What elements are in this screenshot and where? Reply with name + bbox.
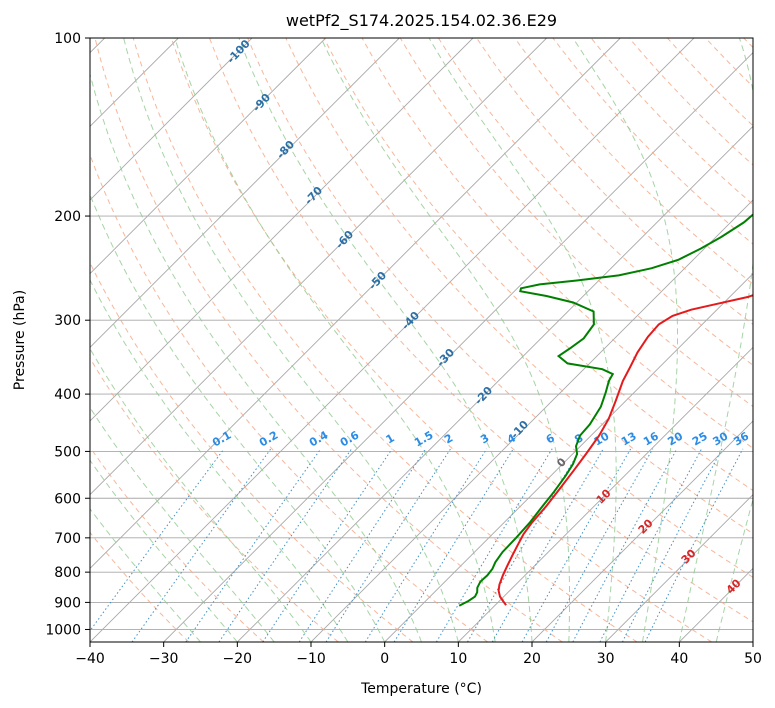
moist-adiabat-line bbox=[715, 497, 753, 642]
dry-adiabat-line bbox=[170, 38, 712, 642]
dry-adiabat-line bbox=[94, 38, 563, 642]
dry-adiabat-line bbox=[90, 446, 264, 642]
x-tick-label: −40 bbox=[75, 651, 105, 667]
x-tick-label: 20 bbox=[523, 651, 541, 667]
isotherm-grid bbox=[90, 38, 753, 642]
moist-adiabat-line bbox=[90, 278, 349, 642]
dry-adiabat-line bbox=[247, 38, 753, 578]
moist-adiabat-line bbox=[90, 507, 201, 642]
profile-lines bbox=[458, 213, 753, 607]
mixing-ratio-line bbox=[393, 448, 514, 642]
mixing-ratio-line bbox=[325, 448, 452, 642]
mixing-ratio-line bbox=[364, 448, 488, 642]
dry-adiabat-line bbox=[90, 261, 414, 642]
isotherm-line bbox=[90, 38, 474, 422]
isotherm-line bbox=[90, 38, 547, 496]
y-tick-label: 500 bbox=[54, 444, 81, 460]
y-tick-label: 700 bbox=[54, 531, 81, 547]
mixing-ratio-line bbox=[90, 448, 225, 632]
moist-adiabat-line bbox=[90, 459, 238, 642]
isobar-grid bbox=[90, 38, 753, 630]
y-tick-label: 600 bbox=[54, 491, 81, 507]
dry-adiabats bbox=[90, 38, 753, 642]
dry-adiabat-line bbox=[285, 38, 753, 535]
isotherm-line bbox=[237, 125, 753, 642]
x-tick-label: 0 bbox=[380, 651, 389, 667]
moist-adiabat-line bbox=[174, 38, 496, 642]
mixing-ratio-line bbox=[218, 448, 353, 642]
y-tick-label: 900 bbox=[54, 595, 81, 611]
isotherm-line bbox=[90, 38, 400, 348]
profile-line bbox=[497, 294, 753, 606]
y-axis: 100 200 300 400 500 600 700 800 900 1000 bbox=[45, 31, 90, 638]
dry-adiabat-line bbox=[90, 357, 339, 642]
dry-adiabat-line bbox=[209, 38, 753, 623]
dry-adiabat-line bbox=[514, 38, 753, 285]
y-tick-label: 100 bbox=[54, 31, 81, 47]
x-tick-label: 50 bbox=[744, 651, 762, 667]
isotherm-line bbox=[163, 52, 753, 642]
dry-adiabat-line bbox=[399, 38, 753, 408]
y-tick-label: 1000 bbox=[45, 622, 81, 638]
dry-adiabat-line bbox=[90, 153, 488, 642]
isotherm-line bbox=[458, 346, 753, 642]
x-tick-label: −20 bbox=[223, 651, 253, 667]
plot-frame bbox=[89, 37, 754, 643]
mixing-ratio-line bbox=[185, 448, 322, 642]
y-tick-label: 300 bbox=[54, 313, 81, 329]
dry-adiabat-line bbox=[90, 531, 190, 642]
mixing-ratio-line bbox=[599, 448, 703, 642]
mixing-ratio-line bbox=[131, 448, 272, 642]
moist-adiabat-line bbox=[320, 38, 570, 642]
chart-title: wetPf2_S174.2025.154.02.36.E29 bbox=[286, 11, 557, 31]
isotherm-line bbox=[384, 273, 753, 642]
y-tick-label: 800 bbox=[54, 565, 81, 581]
isotherm-line bbox=[605, 494, 753, 642]
x-tick-label: −30 bbox=[149, 651, 179, 667]
dry-adiabat-line bbox=[132, 38, 638, 642]
moist-adiabat-line bbox=[90, 72, 422, 642]
y-tick-label: 400 bbox=[54, 387, 81, 403]
isotherm-line bbox=[531, 420, 753, 642]
moist-adiabats bbox=[90, 38, 753, 642]
moist-adiabat-line bbox=[123, 38, 459, 642]
x-axis: −40 −30 −20 −10 0 10 20 30 40 50 bbox=[75, 642, 762, 667]
mixing-ratio-line bbox=[621, 448, 723, 642]
moist-adiabat-line bbox=[90, 406, 275, 642]
y-tick-label: 200 bbox=[54, 209, 81, 225]
moist-adiabat-line bbox=[238, 38, 533, 642]
moist-adiabat-line bbox=[678, 38, 753, 642]
mixing-ratio-line bbox=[298, 448, 427, 642]
mixing-ratio-line bbox=[262, 448, 393, 642]
moist-adiabat-line bbox=[90, 347, 312, 642]
moist-adiabat-line bbox=[428, 38, 617, 642]
mixing-ratio-line bbox=[572, 448, 678, 642]
profile-line bbox=[458, 213, 753, 607]
y-axis-title: Pressure (hPa) bbox=[12, 290, 28, 390]
isotherm-line bbox=[90, 38, 326, 275]
x-tick-label: −10 bbox=[296, 651, 326, 667]
isotherm-line bbox=[90, 38, 621, 569]
x-tick-label: 30 bbox=[597, 651, 615, 667]
x-tick-label: 10 bbox=[449, 651, 467, 667]
isotherm-line bbox=[90, 38, 253, 201]
x-axis-title: Temperature (°C) bbox=[360, 681, 482, 697]
moist-adiabat-line bbox=[572, 38, 678, 642]
x-tick-label: 40 bbox=[670, 651, 688, 667]
moist-adiabat-line bbox=[90, 193, 386, 642]
